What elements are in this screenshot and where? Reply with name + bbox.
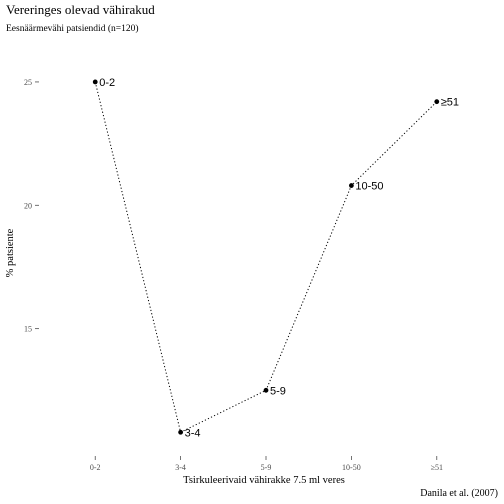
- data-point-label: ≥51: [441, 97, 459, 109]
- series-layer: 0-2 3-4 5-9 10-50 ≥51: [92, 77, 459, 439]
- y-tick-label: 25: [24, 78, 32, 87]
- x-tick-label: 10-50: [342, 463, 361, 472]
- y-tick-label: 15: [24, 325, 32, 334]
- series-line: [94, 81, 438, 433]
- chart-subtitle: Eesnäärmevähi patsiendid (n=120): [6, 23, 139, 34]
- data-point: [434, 99, 440, 105]
- data-point: [348, 183, 354, 188]
- data-point: [92, 79, 98, 85]
- x-tick-label: 0-2: [90, 463, 101, 472]
- y-tick-label: 20: [24, 201, 32, 210]
- data-point-label: 10-50: [355, 181, 383, 193]
- x-axis: 0-2 3-4 5-9 10-50 ≥51: [90, 456, 443, 472]
- chart-caption: Danila et al. (2007): [420, 488, 498, 499]
- x-tick-label: ≥51: [431, 463, 443, 472]
- y-axis-label: % patsiente: [5, 228, 16, 277]
- x-tick-label: 5-9: [261, 463, 272, 472]
- data-point-label: 3-4: [185, 427, 201, 439]
- x-tick-label: 3-4: [175, 463, 186, 472]
- data-point-label: 0-2: [99, 77, 115, 89]
- y-axis: 15 20 25: [24, 78, 39, 334]
- data-point: [178, 429, 184, 435]
- chart-title: Vereringes olevad vähirakud: [6, 2, 155, 17]
- data-point-label: 5-9: [270, 385, 286, 397]
- x-axis-label: Tsirkuleerivaid vähirakke 7.5 ml veres: [183, 475, 345, 486]
- data-point: [263, 387, 269, 393]
